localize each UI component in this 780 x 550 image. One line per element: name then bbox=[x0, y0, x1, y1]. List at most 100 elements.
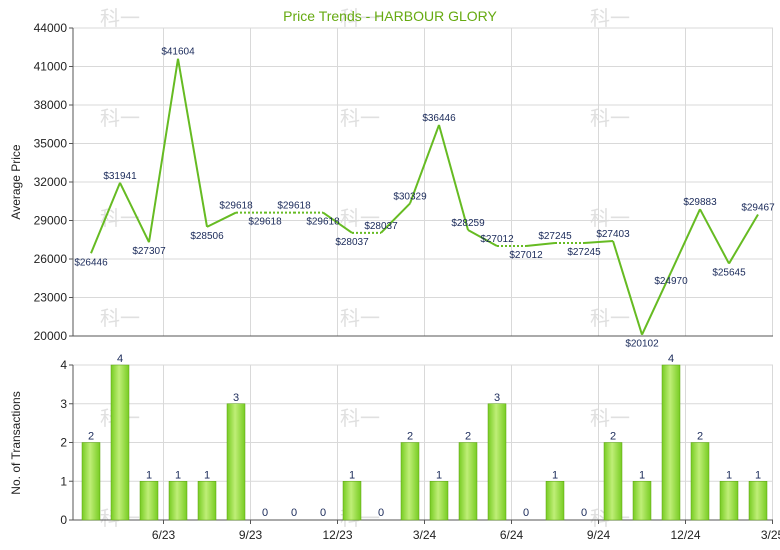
watermark-text: 科一 bbox=[340, 206, 380, 230]
price-line-segment bbox=[119, 182, 150, 243]
watermark-text: 科一 bbox=[100, 306, 140, 330]
price-tick-label: 44000 bbox=[34, 21, 68, 35]
price-point-label: $27403 bbox=[596, 229, 630, 240]
watermark-layer: 科一科一科一科一科一科一科一科一科一科一科一科一科一科一科一科一科一科一 bbox=[100, 6, 630, 530]
price-point-label: $29618 bbox=[219, 201, 253, 212]
chart-title: Price Trends - HARBOUR GLORY bbox=[283, 8, 497, 24]
transaction-bar bbox=[197, 481, 217, 521]
price-tick-label: 35000 bbox=[34, 137, 68, 151]
transaction-bar-label: 0 bbox=[581, 507, 587, 519]
watermark-text: 科一 bbox=[590, 6, 630, 30]
transactions-tick-label: 1 bbox=[60, 474, 67, 488]
watermark-text: 科一 bbox=[340, 306, 380, 330]
price-point-label: $28506 bbox=[190, 231, 224, 242]
transaction-bar-label: 2 bbox=[610, 431, 616, 443]
month-tick-label: 6/24 bbox=[500, 528, 524, 542]
transaction-bar-label: 1 bbox=[349, 469, 355, 481]
transactions-tick-label: 2 bbox=[60, 436, 67, 450]
watermark-text: 科一 bbox=[340, 406, 380, 430]
transaction-bar-label: 1 bbox=[552, 469, 558, 481]
transactions-tick-label: 3 bbox=[60, 397, 67, 411]
price-line-segment bbox=[206, 211, 237, 228]
watermark-text: 科一 bbox=[340, 6, 380, 30]
transaction-bar bbox=[545, 481, 565, 521]
price-point-label: $29467 bbox=[741, 203, 775, 214]
price-axis-label: Average Price bbox=[9, 144, 23, 219]
transaction-bar bbox=[661, 364, 681, 521]
transaction-bar bbox=[429, 481, 449, 521]
price-point-label: $27012 bbox=[509, 250, 543, 261]
transaction-bar-label: 0 bbox=[320, 507, 326, 519]
transaction-bar-label: 0 bbox=[262, 507, 268, 519]
price-line-segment bbox=[728, 213, 759, 265]
transaction-bar bbox=[226, 403, 246, 521]
price-line-segment bbox=[641, 271, 672, 336]
watermark-text: 科一 bbox=[340, 106, 380, 130]
price-point-labels: $26446 $31941 $27307 $41604 $28506 $29618 $296… bbox=[74, 47, 775, 350]
price-tick-label: 38000 bbox=[34, 98, 68, 112]
transaction-bar-label: 3 bbox=[233, 392, 239, 404]
transaction-bar-label: 4 bbox=[668, 353, 674, 365]
price-line-segment bbox=[699, 208, 730, 265]
price-line-segment bbox=[670, 208, 701, 273]
transaction-bar-label: 1 bbox=[175, 469, 181, 481]
transactions-tick-label: 4 bbox=[60, 358, 67, 372]
transaction-bar bbox=[400, 442, 420, 521]
month-axis-ticks: 6/23 9/23 12/23 3/24 6/24 9/24 12/24 3/25 bbox=[152, 520, 780, 542]
price-point-label: $27245 bbox=[538, 231, 572, 242]
transactions-tick-label: 0 bbox=[60, 513, 67, 527]
month-tick-label: 9/23 bbox=[239, 528, 263, 542]
transaction-bar bbox=[458, 442, 478, 521]
transaction-bar-label: 1 bbox=[146, 469, 152, 481]
transaction-bar-label: 1 bbox=[436, 469, 442, 481]
price-line-segment bbox=[148, 58, 179, 243]
price-point-label: $27307 bbox=[132, 246, 166, 257]
transaction-bar-label: 4 bbox=[117, 353, 123, 365]
transaction-bar-label: 1 bbox=[726, 469, 732, 481]
price-point-label: $29618 bbox=[277, 201, 311, 212]
price-point-label: $27245 bbox=[567, 247, 601, 258]
price-tick-label: 26000 bbox=[34, 252, 68, 266]
transaction-bar-labels: 2 4 1 1 1 3 0 0 0 1 0 2 1 2 3 0 1 0 2 1 4 2 1 1 bbox=[88, 353, 761, 519]
month-tick-label: 9/24 bbox=[587, 528, 611, 542]
watermark-text: 科一 bbox=[590, 106, 630, 130]
price-point-label: $26446 bbox=[74, 257, 108, 268]
watermark-text: 科一 bbox=[590, 306, 630, 330]
price-point-label: $25645 bbox=[712, 268, 746, 279]
transaction-bar-label: 0 bbox=[291, 507, 297, 519]
watermark-text: 科一 bbox=[100, 106, 140, 130]
price-point-label: $28259 bbox=[451, 218, 485, 229]
transaction-bar-label: 1 bbox=[204, 469, 210, 481]
month-tick-label: 6/23 bbox=[152, 528, 176, 542]
price-tick-label: 29000 bbox=[34, 214, 68, 228]
month-tick-label: 12/23 bbox=[322, 528, 352, 542]
price-tick-label: 23000 bbox=[34, 291, 68, 305]
price-point-label: $29883 bbox=[683, 197, 717, 208]
transaction-bar-label: 3 bbox=[494, 392, 500, 404]
price-line-segment bbox=[380, 202, 411, 234]
transaction-bar-label: 1 bbox=[755, 469, 761, 481]
watermark-text: 科一 bbox=[100, 6, 140, 30]
watermark-text: 科一 bbox=[590, 206, 630, 230]
month-tick-label: 3/24 bbox=[413, 528, 437, 542]
price-line-segment bbox=[612, 240, 643, 335]
transaction-bar-label: 1 bbox=[639, 469, 645, 481]
price-point-label: $29618 bbox=[306, 217, 340, 228]
transaction-bar bbox=[139, 481, 159, 521]
transaction-bar bbox=[603, 442, 623, 521]
price-line-segment bbox=[409, 124, 440, 204]
price-tick-label: 41000 bbox=[34, 60, 68, 74]
price-line-segment bbox=[525, 242, 556, 248]
transaction-bar bbox=[719, 481, 739, 521]
price-point-label: $28037 bbox=[364, 221, 398, 232]
price-line-segment bbox=[177, 58, 208, 228]
price-line-segment bbox=[583, 239, 614, 245]
price-point-label: $28037 bbox=[335, 237, 369, 248]
price-point-label: $29618 bbox=[248, 217, 282, 228]
transaction-bar bbox=[342, 481, 362, 521]
transaction-bar bbox=[168, 481, 188, 521]
price-line-segment bbox=[322, 211, 353, 234]
transaction-bar-label: 0 bbox=[378, 507, 384, 519]
transaction-bar bbox=[690, 442, 710, 521]
